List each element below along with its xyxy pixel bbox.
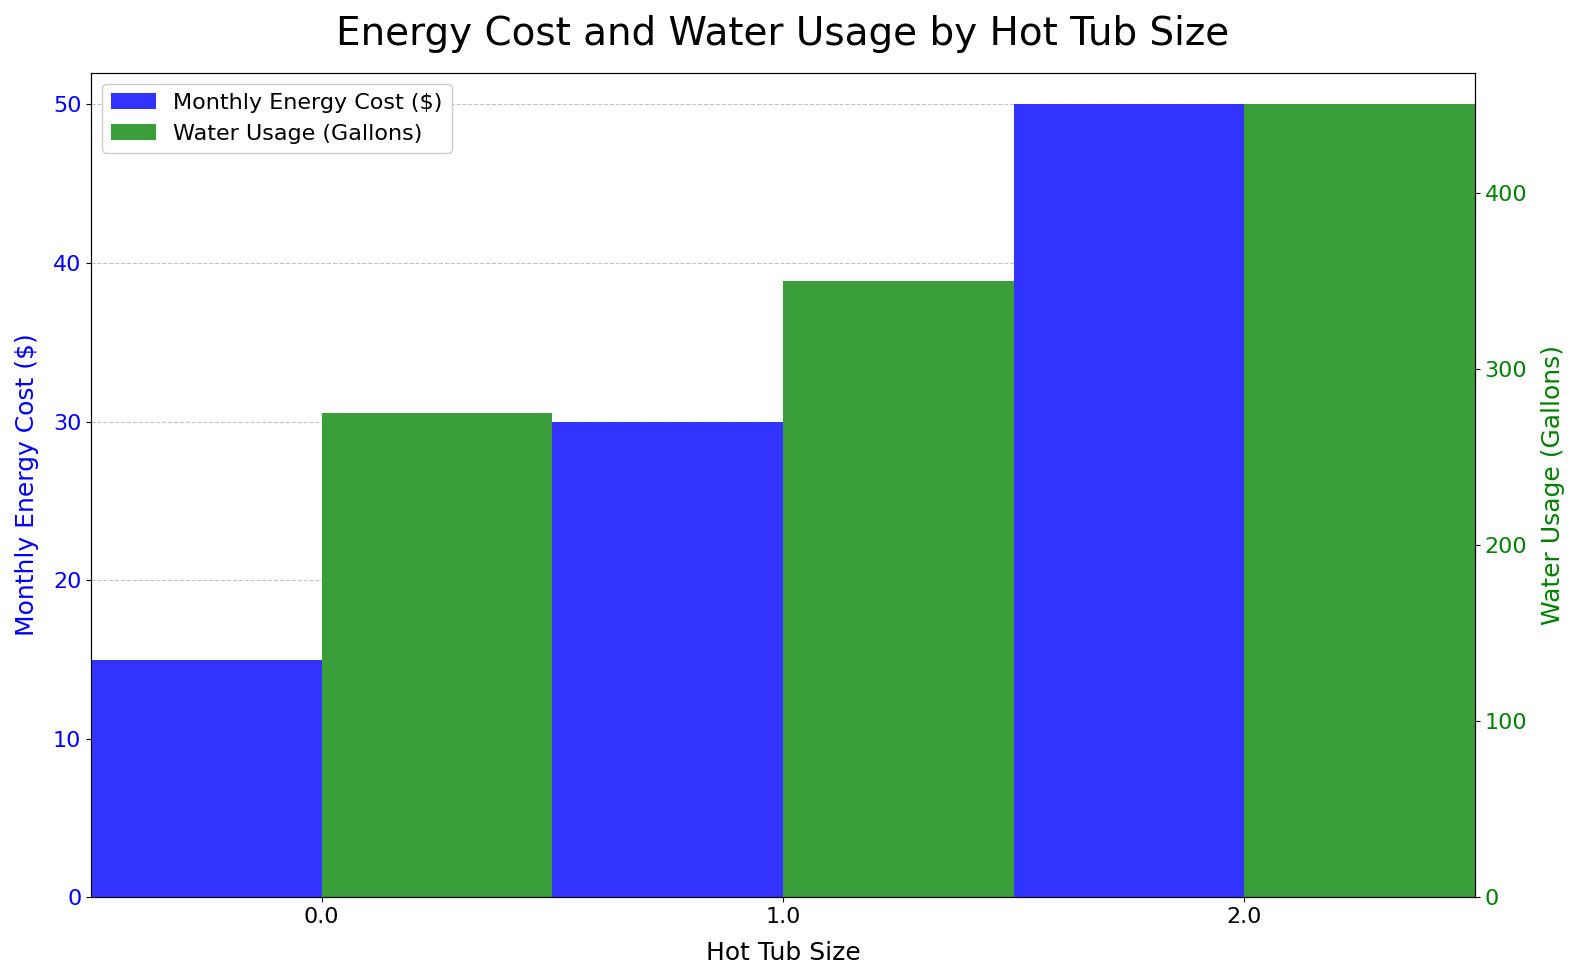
X-axis label: Hot Tub Size: Hot Tub Size (706, 941, 861, 965)
Bar (1243, 105, 1474, 898)
Bar (322, 413, 553, 898)
Y-axis label: Monthly Energy Cost ($): Monthly Energy Cost ($) (14, 334, 40, 636)
Bar (553, 421, 784, 898)
Bar (92, 660, 322, 898)
Bar (784, 280, 1013, 898)
Bar (1013, 105, 1243, 898)
Title: Energy Cost and Water Usage by Hot Tub Size: Energy Cost and Water Usage by Hot Tub S… (337, 15, 1229, 53)
Legend: Monthly Energy Cost ($), Water Usage (Gallons): Monthly Energy Cost ($), Water Usage (Ga… (103, 84, 452, 153)
Y-axis label: Water Usage (Gallons): Water Usage (Gallons) (1540, 345, 1566, 625)
